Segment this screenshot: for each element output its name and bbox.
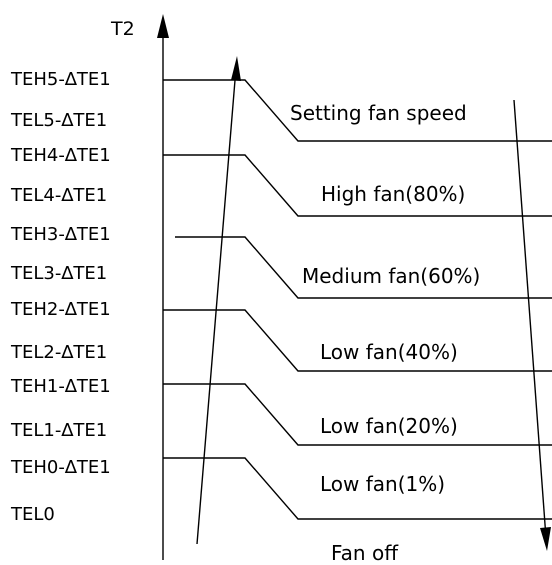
falling-arrowhead [540,527,551,551]
y-label-teh1: TEH1-∆TE1 [10,376,111,397]
step-line-4 [163,154,552,217]
rising-arrowhead [231,56,241,81]
zone-label-low-40: Low fan(40%) [320,340,458,364]
y-label-teh5: TEH5-∆TE1 [10,69,111,90]
y-label-teh3: TEH3-∆TE1 [10,224,111,245]
y-label-tel1: TEL1-∆TE1 [10,420,107,441]
y-label-tel0: TEL0 [10,504,55,525]
y-label-tel4: TEL4-∆TE1 [10,185,107,206]
zone-label-high: High fan(80%) [321,182,465,206]
step-line-1 [163,383,552,446]
y-label-teh0: TEH0-∆TE1 [10,457,111,478]
t2-axis-arrowhead [157,14,169,38]
falling-arrow [513,99,547,539]
zone-label-low-1: Low fan(1%) [320,472,445,496]
step-line-5 [163,79,552,142]
zone-label-medium: Medium fan(60%) [302,264,480,288]
y-label-teh2: TEH2-∆TE1 [10,299,111,320]
zone-label-low-20: Low fan(20%) [320,414,458,438]
rising-arrow [196,67,237,545]
zone-label-fan-off: Fan off [331,541,399,565]
axis-label-t2: T2 [110,18,135,40]
y-label-tel2: TEL2-∆TE1 [10,342,107,363]
step-line-3 [175,236,552,299]
step-line-2 [163,309,552,372]
zone-label-setting: Setting fan speed [290,101,467,125]
y-label-teh4: TEH4-∆TE1 [10,145,111,166]
y-label-tel3: TEL3-∆TE1 [10,263,107,284]
y-label-tel5: TEL5-∆TE1 [10,110,107,131]
